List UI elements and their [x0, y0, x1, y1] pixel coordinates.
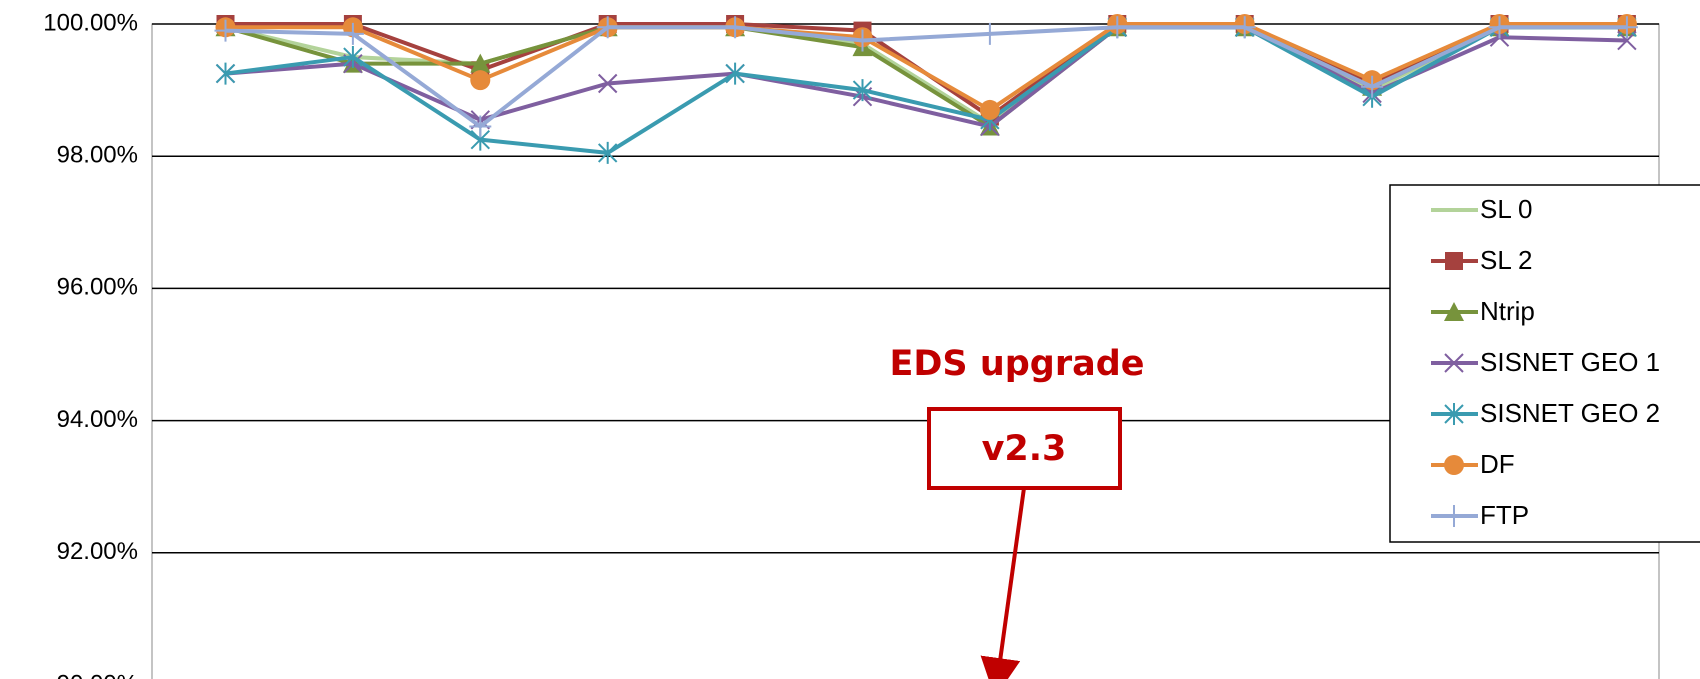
y-tick-label: 96.00% [57, 274, 138, 301]
y-tick-label: 92.00% [57, 538, 138, 565]
marker [1488, 16, 1511, 39]
y-tick-label: 94.00% [57, 406, 138, 433]
annotation: EDS upgrade [889, 344, 1144, 384]
marker [597, 73, 618, 94]
annotation-box [927, 407, 1122, 490]
legend-label: SL 0 [1480, 194, 1533, 224]
marker [979, 99, 1000, 120]
legend-marker [1444, 455, 1464, 475]
legend-label: SISNET GEO 1 [1480, 347, 1660, 377]
legend-label: Ntrip [1480, 296, 1535, 326]
legend-marker [1445, 252, 1463, 270]
series-line [225, 25, 1627, 129]
y-tick-label: 90.00% [57, 670, 138, 679]
marker [852, 79, 873, 102]
marker [1233, 16, 1256, 39]
legend-label: DF [1480, 449, 1515, 479]
marker [851, 29, 874, 52]
series-line [225, 25, 1627, 155]
marker [341, 22, 364, 45]
marker [596, 16, 619, 39]
marker [1361, 75, 1384, 98]
y-tick-label: 100.00% [43, 9, 138, 36]
y-tick-label: 98.00% [57, 142, 138, 169]
marker [978, 22, 1001, 45]
legend-label: FTP [1480, 500, 1529, 530]
marker [470, 53, 491, 73]
legend-label: SISNET GEO 2 [1480, 398, 1660, 428]
marker [725, 62, 745, 85]
legend-label: SL 2 [1480, 245, 1533, 275]
marker [343, 46, 363, 69]
legend-marker [1443, 505, 1465, 527]
legend-marker [1444, 302, 1464, 321]
legend-marker [1444, 353, 1464, 373]
series-line [225, 22, 1627, 112]
marker [724, 16, 747, 39]
annotation-arrow [980, 487, 1026, 679]
marker [1106, 16, 1129, 39]
marker [1615, 16, 1638, 39]
marker [470, 70, 491, 91]
marker [215, 62, 236, 85]
marker [214, 19, 237, 42]
annotation: v2.3 [982, 429, 1067, 469]
legend-marker [1444, 403, 1464, 425]
marker [469, 115, 492, 138]
marker [597, 141, 618, 164]
